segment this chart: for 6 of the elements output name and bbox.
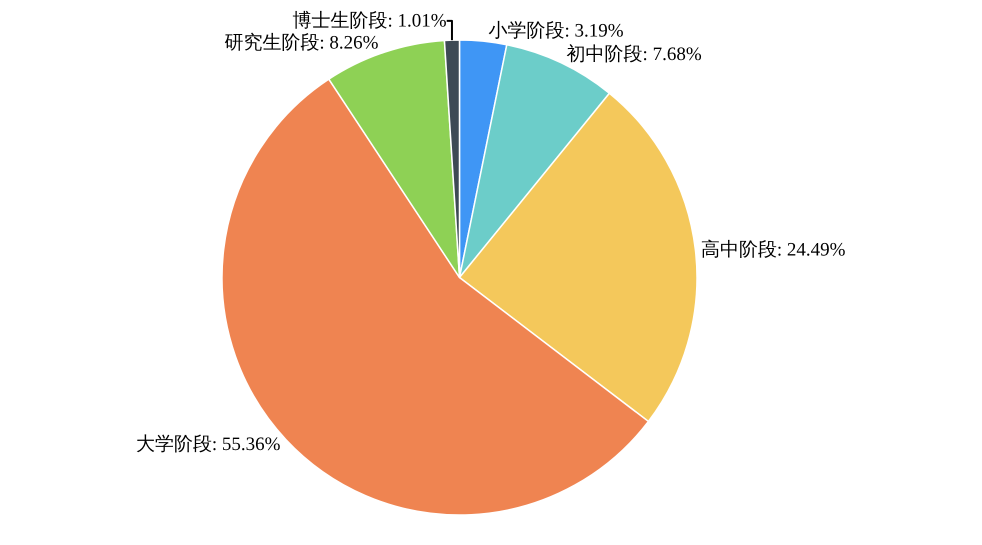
slice-label: 大学阶段: 55.36% [136, 434, 281, 455]
slice-label: 初中阶段: 7.68% [566, 42, 702, 65]
slice-label: 高中阶段: 24.49% [700, 238, 846, 260]
slice-label: 博士生阶段: 1.01% [292, 10, 447, 32]
slice-label: 研究生阶段: 8.26% [224, 31, 379, 54]
slice-label: 小学阶段: 3.19% [488, 20, 624, 42]
